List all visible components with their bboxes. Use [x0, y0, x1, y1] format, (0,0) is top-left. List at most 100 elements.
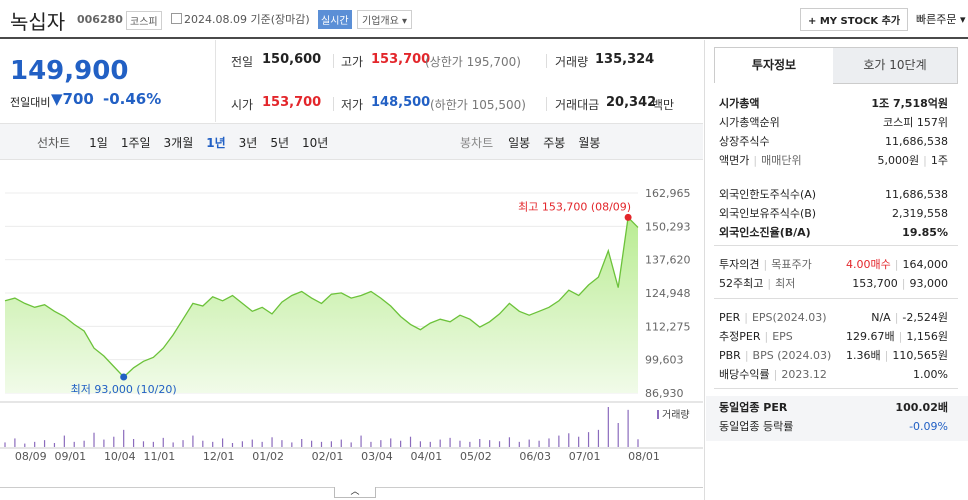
line-chart-tabs: 선차트 1일 1주일 3개월 1년 3년 5년 10년	[37, 134, 328, 151]
collapse-button[interactable]: ︿	[334, 487, 376, 498]
volume-bar	[518, 441, 520, 447]
summary-value: 148,500	[371, 95, 431, 110]
period-tab[interactable]: 월봉	[578, 136, 601, 150]
volume-bar	[73, 441, 75, 447]
x-tick-label: 09/01	[54, 450, 86, 463]
industry-box	[706, 396, 968, 441]
x-tick-label: 02/01	[312, 450, 344, 463]
summary-label: 저가	[341, 98, 364, 112]
period-tab[interactable]: 3년	[238, 136, 258, 150]
info-value: N/A-2,524원	[871, 309, 948, 325]
volume-bar	[528, 439, 530, 447]
period-tab[interactable]: 5년	[270, 136, 290, 150]
volume-bar	[311, 440, 313, 447]
volume-bar	[558, 435, 560, 447]
value-part: 93,000	[898, 277, 948, 290]
period-tab[interactable]: 3개월	[163, 136, 194, 150]
label-part: 최저	[763, 277, 795, 290]
info-label: PBRBPS (2024.03)	[719, 349, 831, 362]
section-rule	[714, 388, 958, 389]
value-part: 1조 7,518억원	[871, 97, 948, 110]
change-value: 700	[62, 90, 94, 108]
y-tick-label: 162,965	[645, 187, 691, 200]
extreme-label: 최저 93,000 (10/20)	[71, 383, 177, 396]
label-part: 액면가	[719, 154, 750, 167]
value-part: 11,686,538	[885, 187, 948, 201]
extreme-point	[624, 213, 632, 221]
summary-value: 135,324	[595, 52, 655, 67]
volume-bar	[83, 440, 85, 447]
label-part: 추정PER	[719, 330, 761, 343]
volume-bar	[63, 435, 65, 447]
value-part: 129.67배	[846, 330, 895, 343]
info-row: 시가총액 1조 7,518억원	[719, 94, 948, 112]
volume-bar	[498, 441, 501, 447]
period-tab[interactable]: 1주일	[120, 136, 151, 150]
value-part: 4.00매수	[846, 258, 891, 271]
x-tick-label: 04/01	[411, 450, 443, 463]
divider	[333, 97, 334, 111]
period-tab[interactable]: 1일	[89, 136, 108, 150]
period-tab[interactable]: 10년	[302, 136, 329, 150]
volume-bar	[469, 441, 471, 447]
x-tick-label: 06/03	[519, 450, 551, 463]
y-tick-label: 86,930	[645, 387, 684, 400]
info-value: 153,70093,000	[852, 277, 948, 290]
volume-bar	[103, 439, 105, 447]
volume-bar	[212, 441, 214, 447]
info-label: 시가총액순위	[719, 114, 780, 130]
realtime-tag[interactable]: 실시간	[318, 10, 352, 29]
period-tab[interactable]: 주봉	[543, 136, 566, 150]
volume-bar	[587, 432, 590, 447]
volume-bar	[24, 443, 26, 447]
company-info-label: 기업개요	[362, 16, 399, 27]
info-label: 투자의견목표주가	[719, 256, 812, 272]
info-row: 외국인소진율(B/A) 19.85%	[719, 223, 948, 241]
info-label: 52주최고최저	[719, 275, 795, 291]
info-label: 추정PEREPS	[719, 328, 793, 344]
chart-tab-bar: 선차트 1일 1주일 3개월 1년 3년 5년 10년 봉차트 일봉 주봉 월봉	[0, 123, 703, 160]
base-date: 2024.08.09 기준(장마감)	[184, 13, 310, 26]
period-tab[interactable]: 일봉	[508, 136, 531, 150]
volume-bar	[597, 429, 600, 447]
info-value: 11,686,538	[885, 188, 948, 201]
label-part: 시가총액순위	[719, 116, 780, 129]
panel-tab[interactable]: 호가 10단계	[833, 47, 958, 84]
volume-bar	[449, 437, 451, 447]
volume-bar	[271, 437, 273, 447]
value-part: -0.09%	[909, 419, 948, 433]
label-part: 목표주가	[759, 258, 811, 271]
y-tick-label: 124,948	[645, 287, 691, 300]
value-part: -2,524원	[891, 311, 948, 324]
info-label: PEREPS(2024.03)	[719, 311, 827, 324]
quick-order[interactable]: 빠른주문 ▾	[916, 13, 966, 26]
calendar-icon	[171, 13, 182, 24]
volume-bar	[152, 441, 154, 447]
volume-bar	[320, 441, 323, 447]
company-info-button[interactable]: 기업개요 ▾	[357, 10, 413, 29]
info-value: 코스피 157위	[883, 114, 948, 130]
value-part: N/A	[871, 311, 891, 324]
panel-tab[interactable]: 투자정보	[714, 47, 834, 83]
x-tick-label: 05/02	[460, 450, 492, 463]
info-row: PEREPS(2024.03) N/A-2,524원	[719, 308, 948, 326]
x-tick-label: 01/02	[252, 450, 284, 463]
my-stock-button[interactable]: + MY STOCK 추가	[800, 8, 909, 31]
x-tick-label: 10/04	[104, 450, 136, 463]
extreme-point	[120, 373, 128, 381]
period-tab[interactable]: 1년	[206, 136, 226, 150]
change: ▼700	[51, 90, 94, 108]
info-row: 동일업종 PER 100.02배	[719, 398, 948, 416]
volume-bar	[123, 429, 125, 447]
label-part: 외국인한도주식수(A)	[719, 188, 817, 201]
y-tick-label: 150,293	[645, 220, 691, 233]
volume-bar	[568, 433, 570, 447]
summary-value: 20,342	[606, 95, 657, 110]
label-part: 시가총액	[719, 97, 760, 110]
volume-bar	[439, 439, 441, 447]
value-part: 19.85%	[902, 225, 948, 239]
volume-bar	[538, 440, 540, 447]
info-label: 동일업종 등락률	[719, 418, 793, 434]
y-tick-label: 112,275	[645, 320, 691, 333]
